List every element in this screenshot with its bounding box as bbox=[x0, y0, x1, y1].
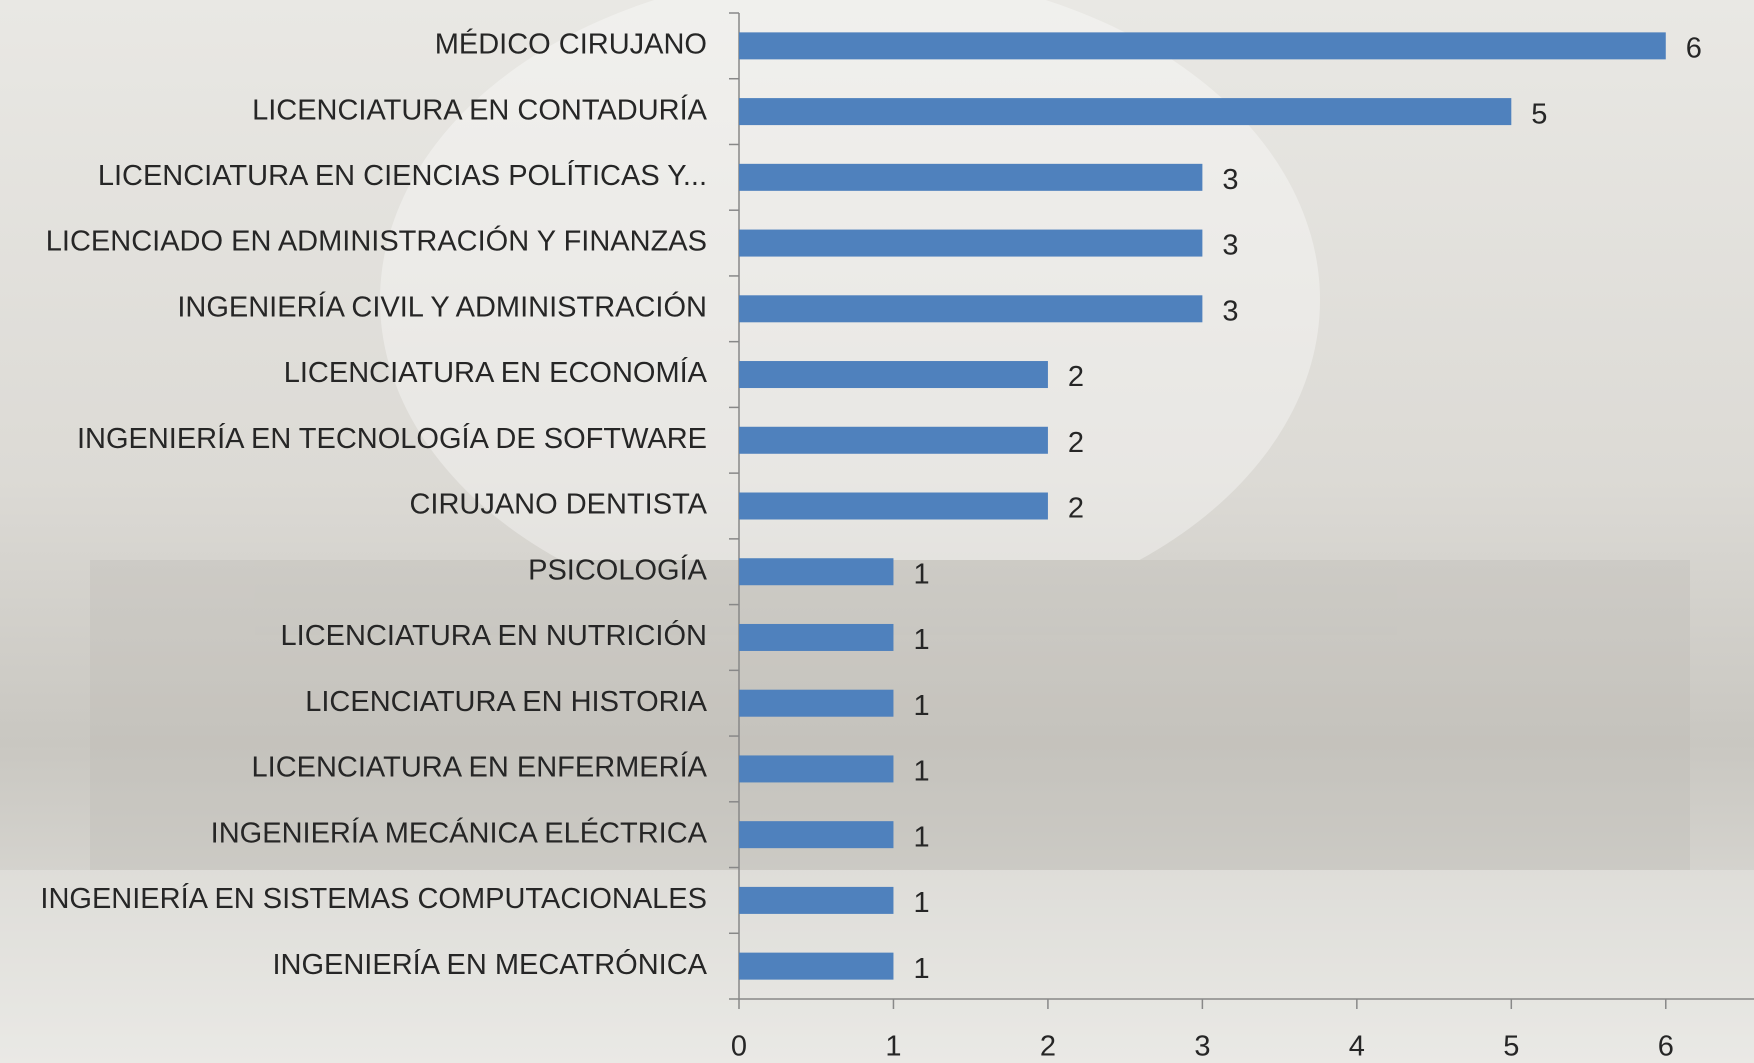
y-tick-label: LICENCIATURA EN ENFERMERÍA bbox=[252, 751, 708, 784]
x-tick-label: 1 bbox=[885, 1031, 901, 1063]
data-label: 1 bbox=[913, 953, 929, 985]
bar bbox=[739, 426, 1048, 454]
y-tick-label: MÉDICO CIRUJANO bbox=[435, 28, 707, 61]
y-tick-label: INGENIERÍA CIVIL Y ADMINISTRACIÓN bbox=[177, 290, 707, 323]
bar bbox=[739, 558, 894, 586]
data-label: 1 bbox=[913, 624, 929, 656]
y-tick-label: INGENIERÍA EN TECNOLOGÍA DE SOFTWARE bbox=[77, 422, 707, 455]
data-label: 3 bbox=[1222, 164, 1238, 196]
data-label: 1 bbox=[913, 690, 929, 722]
data-label: 2 bbox=[1068, 427, 1084, 459]
data-label: 6 bbox=[1686, 33, 1702, 65]
bar bbox=[739, 295, 1203, 323]
y-tick-label: INGENIERÍA EN MECATRÓNICA bbox=[272, 948, 707, 981]
y-tick-label: LICENCIATURA EN CIENCIAS POLÍTICAS Y... bbox=[98, 159, 707, 192]
y-tick-label: LICENCIADO EN ADMINISTRACIÓN Y FINANZAS bbox=[46, 225, 707, 258]
y-tick-label: LICENCIATURA EN NUTRICIÓN bbox=[281, 619, 707, 652]
data-label: 3 bbox=[1222, 295, 1238, 327]
y-tick-label: INGENIERÍA EN SISTEMAS COMPUTACIONALES bbox=[40, 882, 707, 915]
x-tick-label: 3 bbox=[1194, 1031, 1210, 1063]
data-label: 3 bbox=[1222, 230, 1238, 262]
x-tick-label: 6 bbox=[1658, 1031, 1674, 1063]
bar bbox=[739, 821, 894, 849]
y-tick-label: LICENCIATURA EN CONTADURÍA bbox=[252, 93, 708, 126]
x-tick-label: 2 bbox=[1040, 1031, 1056, 1063]
data-label: 2 bbox=[1068, 361, 1084, 393]
bar bbox=[739, 492, 1048, 520]
y-tick-label: INGENIERÍA MECÁNICA ELÉCTRICA bbox=[211, 816, 708, 849]
x-tick-label: 0 bbox=[731, 1031, 747, 1063]
bar bbox=[739, 32, 1666, 60]
y-tick-label: LICENCIATURA EN HISTORIA bbox=[305, 686, 707, 718]
x-tick-label: 5 bbox=[1503, 1031, 1519, 1063]
bar bbox=[739, 623, 894, 651]
bar bbox=[739, 755, 894, 783]
bar bbox=[739, 689, 894, 717]
bar bbox=[739, 952, 894, 980]
data-label: 5 bbox=[1531, 98, 1547, 130]
data-label: 1 bbox=[913, 558, 929, 590]
data-label: 1 bbox=[913, 821, 929, 853]
data-label: 2 bbox=[1068, 493, 1084, 525]
bar bbox=[739, 361, 1048, 389]
x-tick-label: 4 bbox=[1349, 1031, 1365, 1063]
data-label: 1 bbox=[913, 756, 929, 788]
bar bbox=[739, 886, 894, 914]
bar bbox=[739, 163, 1203, 191]
bar bbox=[739, 229, 1203, 257]
data-label: 1 bbox=[913, 887, 929, 919]
bar bbox=[739, 98, 1512, 126]
y-tick-label: LICENCIATURA EN ECONOMÍA bbox=[284, 356, 708, 389]
y-tick-label: PSICOLOGÍA bbox=[528, 553, 708, 586]
y-tick-label: CIRUJANO DENTISTA bbox=[409, 489, 707, 521]
